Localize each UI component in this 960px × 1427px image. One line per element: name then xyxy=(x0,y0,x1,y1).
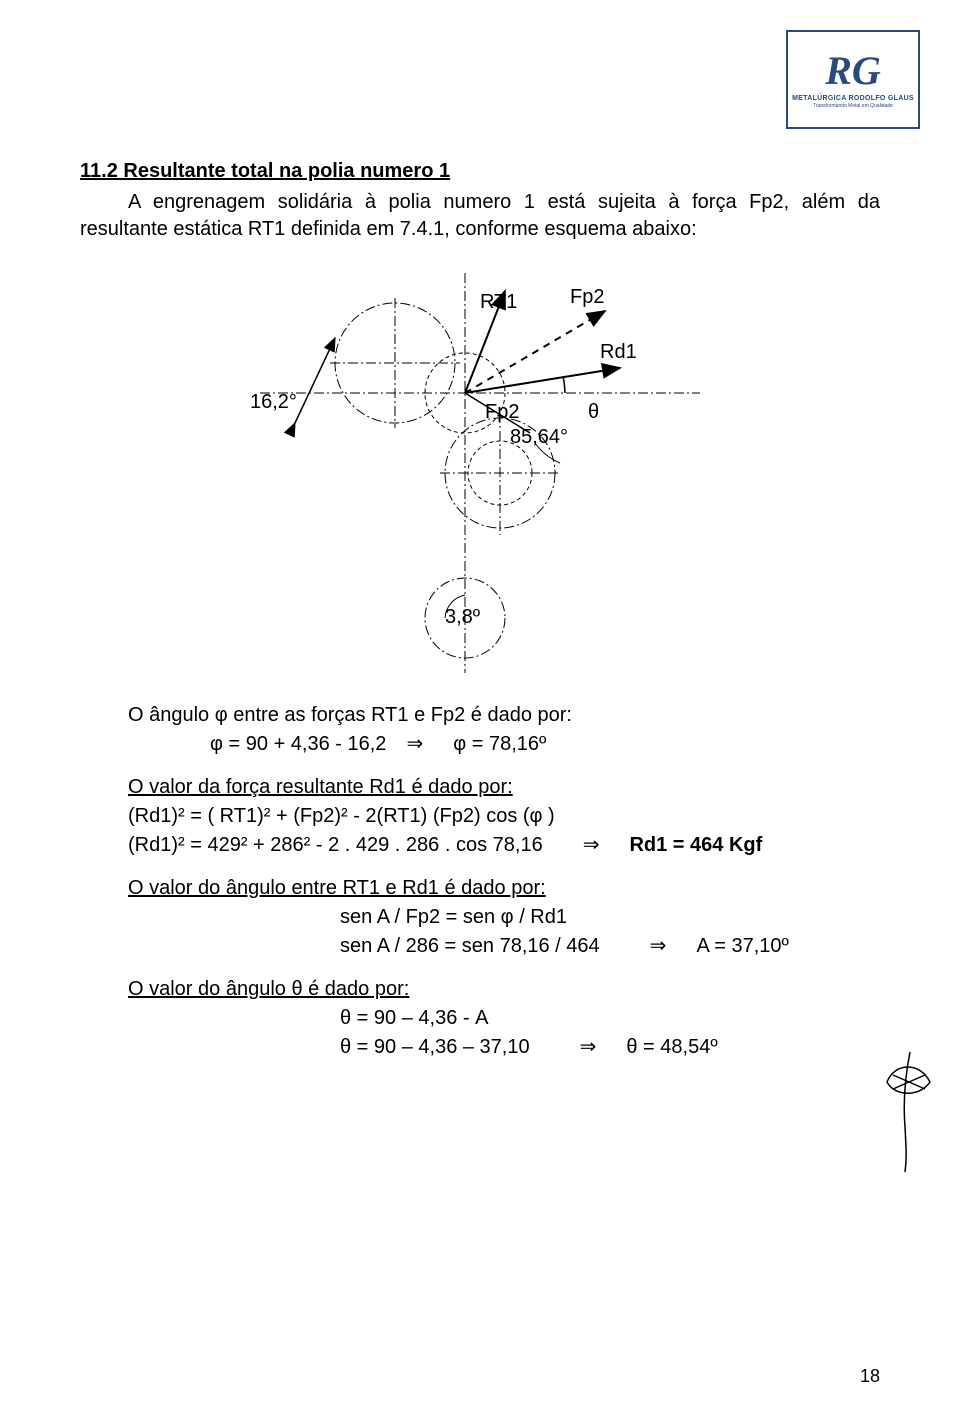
label-ang-right: 85,64° xyxy=(510,426,568,448)
calc-l5b: Rd1 = 464 Kgf xyxy=(609,831,762,860)
calc-l4: (Rd1)² = ( RT1)² + (Fp2)² - 2(RT1) (Fp2)… xyxy=(128,802,555,831)
label-ang-left: 16,2° xyxy=(250,391,297,413)
calc-l6: O valor do ângulo entre RT1 e Rd1 é dado… xyxy=(80,874,880,903)
calculation-block: O ângulo φ entre as forças RT1 e Fp2 é d… xyxy=(80,701,880,1062)
label-fp2-top: Fp2 xyxy=(570,286,604,308)
calc-l2b: φ = 78,16º xyxy=(433,730,546,759)
calc-l7: sen A / Fp2 = sen φ / Rd1 xyxy=(340,903,567,932)
page-number: 18 xyxy=(860,1366,880,1387)
calc-l10: θ = 90 – 4,36 - A xyxy=(340,1004,488,1033)
calc-l1: O ângulo φ entre as forças RT1 e Fp2 é d… xyxy=(80,701,880,730)
calc-l5a: (Rd1)² = 429² + 286² - 2 . 429 . 286 . c… xyxy=(128,831,543,860)
calc-l11b: θ = 48,54º xyxy=(606,1033,717,1062)
document-page: RG METALÚRGICA RODOLFO GLAUS Transforman… xyxy=(0,0,960,1427)
label-fp2-low: Fp2 xyxy=(485,401,519,423)
implies-icon: ⇒ xyxy=(530,1033,607,1062)
logo-line2: Transformando Metal em Qualidade xyxy=(813,103,893,109)
logo-box: RG METALÚRGICA RODOLFO GLAUS Transforman… xyxy=(786,30,920,129)
implies-icon: ⇒ xyxy=(543,831,610,860)
calc-l8b: A = 37,10º xyxy=(676,932,788,961)
implies-icon: ⇒ xyxy=(386,730,433,759)
calc-l11a: θ = 90 – 4,36 – 37,10 xyxy=(340,1033,530,1062)
label-rt1: RT1 xyxy=(480,291,517,313)
label-rd1: Rd1 xyxy=(600,341,637,363)
section-heading: 11.2 Resultante total na polia numero 1 xyxy=(80,160,880,183)
signature-icon xyxy=(875,1047,945,1177)
logo-line1: METALÚRGICA RODOLFO GLAUS xyxy=(792,95,914,102)
implies-icon: ⇒ xyxy=(600,932,677,961)
label-ang-bottom: 3,8º xyxy=(445,606,481,628)
calc-l2a: φ = 90 + 4,36 - 16,2 xyxy=(210,730,386,759)
calc-l8a: sen A / 286 = sen 78,16 / 464 xyxy=(340,932,600,961)
intro-paragraph: A engrenagem solidária à polia numero 1 … xyxy=(80,189,880,243)
calc-l9: O valor do ângulo θ é dado por: xyxy=(80,975,880,1004)
label-theta: θ xyxy=(588,401,599,423)
logo-initials: RG xyxy=(825,51,881,91)
calc-l3: O valor da força resultante Rd1 é dado p… xyxy=(80,773,880,802)
force-diagram: RT1 Fp2 Rd1 θ 85,64° Fp2 16,2° 3,8º xyxy=(220,263,740,683)
